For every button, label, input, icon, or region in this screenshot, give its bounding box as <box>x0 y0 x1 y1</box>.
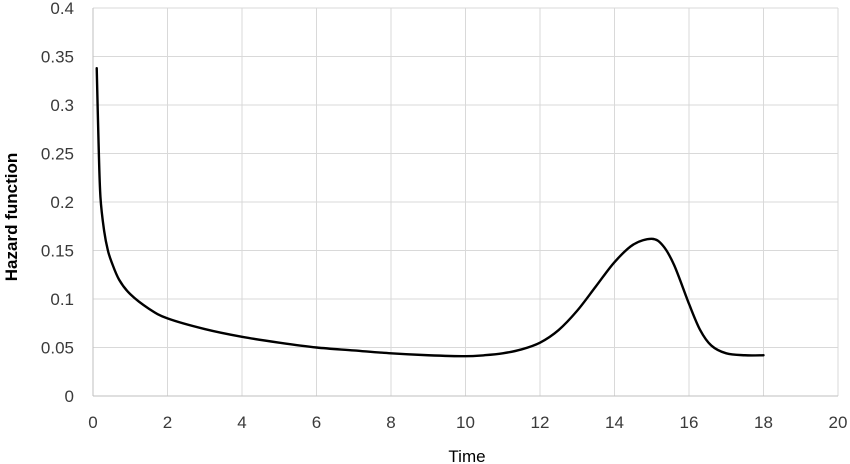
x-tick-label: 2 <box>163 413 172 432</box>
x-tick-label: 0 <box>88 413 97 432</box>
x-tick-label: 20 <box>829 413 848 432</box>
y-tick-label: 0.05 <box>41 339 74 358</box>
x-tick-label: 8 <box>386 413 395 432</box>
grid-lines <box>93 7 839 396</box>
y-tick-label: 0.4 <box>50 0 74 18</box>
x-tick-label: 10 <box>456 413 475 432</box>
x-tick-label: 6 <box>312 413 321 432</box>
x-tick-labels: 0 2 4 6 8 10 12 14 16 18 20 <box>88 413 847 432</box>
series-group <box>95 66 765 358</box>
y-tick-label: 0.35 <box>41 48 74 67</box>
y-tick-label: 0.2 <box>50 193 74 212</box>
x-tick-label: 4 <box>237 413 246 432</box>
y-tick-label: 0.3 <box>50 96 74 115</box>
x-tick-label: 18 <box>754 413 773 432</box>
hazard-series-line <box>95 66 765 358</box>
axes <box>92 8 838 397</box>
y-tick-label: 0.25 <box>41 145 74 164</box>
x-tick-label: 14 <box>605 413 624 432</box>
y-tick-label: 0 <box>65 387 74 406</box>
x-axis-title: Time <box>448 447 485 464</box>
y-tick-labels: 0 0.05 0.1 0.15 0.2 0.25 0.3 0.35 0.4 <box>41 0 74 406</box>
y-axis-title: Hazard function <box>2 153 21 281</box>
x-tick-label: 12 <box>531 413 550 432</box>
x-tick-label: 16 <box>680 413 699 432</box>
y-tick-label: 0.15 <box>41 242 74 261</box>
y-tick-label: 0.1 <box>50 290 74 309</box>
